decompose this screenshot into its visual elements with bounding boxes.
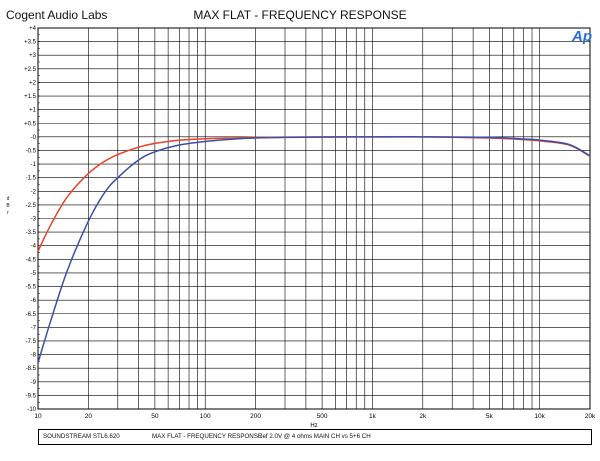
y-tick-label: -2	[31, 189, 37, 195]
y-tick-label: +3.5	[24, 40, 37, 46]
y-tick-label: -1.5	[26, 176, 37, 182]
footer-test-name: MAX FLAT - FREQUENCY RESPONSE	[152, 433, 263, 440]
y-tick-label: -5.5	[26, 285, 37, 291]
y-tick-label: -6	[31, 298, 37, 304]
chart-title: MAX FLAT - FREQUENCY RESPONSE	[193, 8, 407, 22]
x-tick-label: 100	[200, 413, 211, 420]
ap-logo: Ap	[571, 28, 592, 45]
y-tick-label: -4	[31, 244, 37, 250]
company-name: Cogent Audio Labs	[6, 8, 108, 22]
y-tick-label: -6.5	[26, 312, 37, 318]
x-axis-label: Hz	[310, 423, 317, 429]
x-tick-label: 200	[250, 413, 261, 420]
x-tick-label: 10k	[534, 413, 545, 420]
series-line	[37, 136, 591, 363]
x-tick-label: 20	[85, 413, 93, 420]
y-tick-label: -8	[31, 353, 37, 359]
y-tick-label: -7.5	[26, 339, 37, 345]
y-tick-label: -10	[27, 407, 36, 413]
x-tick-label: 5k	[486, 413, 494, 420]
x-tick-label: 1k	[369, 413, 377, 420]
footer-info-bar: SOUNDSTREAM STL6.620 MAX FLAT - FREQUENC…	[38, 429, 592, 445]
y-tick-label: +2.5	[24, 67, 37, 73]
y-tick-label: -0.5	[26, 148, 37, 154]
y-axis-label-char: B	[6, 203, 10, 209]
y-tick-label: -2.5	[26, 203, 37, 209]
footer-conditions: Ref 2.0V @ 4 ohms MAIN CH vs 5+6 CH	[258, 433, 371, 440]
y-tick-labels: +4 +3.5 +3 +2.5 +2 +1.5 +1 +0.5 -0 -0.5 -1 -1.5 -2 -2…	[24, 26, 37, 413]
x-tick-label: 500	[317, 413, 328, 420]
y-tick-label: -1	[31, 162, 37, 168]
y-tick-label: -9	[31, 380, 37, 386]
y-tick-label: -9.5	[26, 393, 37, 399]
x-tick-label: 10	[34, 413, 42, 420]
y-tick-label: +0.5	[24, 121, 37, 127]
y-tick-label: -5	[31, 271, 37, 277]
y-tick-label: -8.5	[26, 366, 37, 372]
x-tick-labels: 10 20 50 100 200 500 1k 2k 5k 10k 20k	[34, 413, 596, 420]
y-tick-label: +1.5	[24, 94, 37, 100]
y-tick-label: -4.5	[26, 257, 37, 263]
y-tick-label: +1	[29, 108, 37, 114]
footer-model: SOUNDSTREAM STL6.620	[43, 433, 120, 440]
y-axis-label: d B r	[2, 196, 14, 217]
y-tick-label: -3.5	[26, 230, 37, 236]
plot-grid	[37, 27, 591, 410]
x-tick-label: 20k	[585, 413, 596, 420]
y-tick-label: +3	[29, 53, 37, 59]
series-lines	[37, 136, 591, 363]
y-tick-label: -7	[31, 325, 37, 331]
y-tick-label: +4	[29, 26, 37, 32]
series-line	[37, 136, 591, 252]
y-tick-label: +2	[29, 80, 37, 86]
y-axis-label-char: r	[7, 210, 9, 216]
y-tick-label: -3	[31, 217, 37, 223]
y-tick-label: -0	[31, 135, 37, 141]
y-axis-label-char: d	[6, 196, 10, 202]
plot-frame	[37, 27, 591, 410]
x-tick-label: 50	[151, 413, 159, 420]
x-tick-label: 2k	[419, 413, 427, 420]
